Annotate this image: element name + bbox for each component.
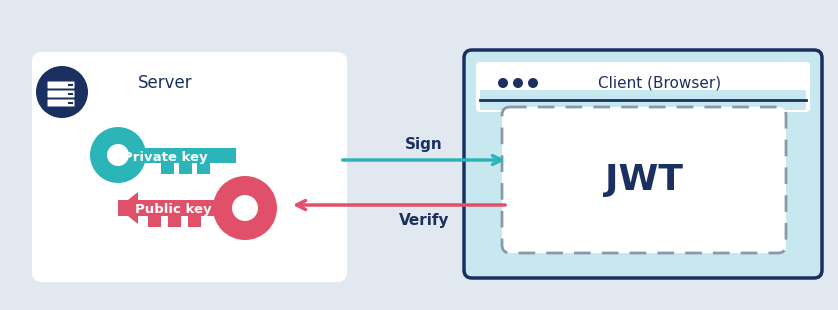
Text: Client (Browser): Client (Browser) <box>598 76 722 91</box>
Circle shape <box>528 78 538 88</box>
FancyBboxPatch shape <box>464 50 822 278</box>
FancyBboxPatch shape <box>48 91 75 98</box>
FancyBboxPatch shape <box>502 107 786 253</box>
Text: Sign: Sign <box>405 138 442 153</box>
Polygon shape <box>118 192 138 224</box>
Bar <box>197 162 210 174</box>
Circle shape <box>232 195 258 221</box>
Bar <box>141 148 236 162</box>
Bar <box>161 162 174 174</box>
Text: Private key: Private key <box>123 150 208 163</box>
Text: JWT: JWT <box>605 163 683 197</box>
FancyBboxPatch shape <box>48 100 75 107</box>
Circle shape <box>498 78 508 88</box>
Circle shape <box>213 176 277 240</box>
Bar <box>118 200 218 216</box>
Bar <box>188 215 201 227</box>
Bar <box>480 90 806 110</box>
FancyBboxPatch shape <box>476 62 810 112</box>
Bar <box>179 162 192 174</box>
Text: Public key: Public key <box>135 203 211 216</box>
FancyBboxPatch shape <box>32 52 347 282</box>
FancyBboxPatch shape <box>48 82 75 88</box>
Circle shape <box>36 66 88 118</box>
Text: Verify: Verify <box>399 214 449 228</box>
Text: Server: Server <box>137 74 192 92</box>
Bar <box>168 215 181 227</box>
Bar <box>148 215 161 227</box>
Circle shape <box>513 78 523 88</box>
Circle shape <box>107 144 129 166</box>
Circle shape <box>90 127 146 183</box>
